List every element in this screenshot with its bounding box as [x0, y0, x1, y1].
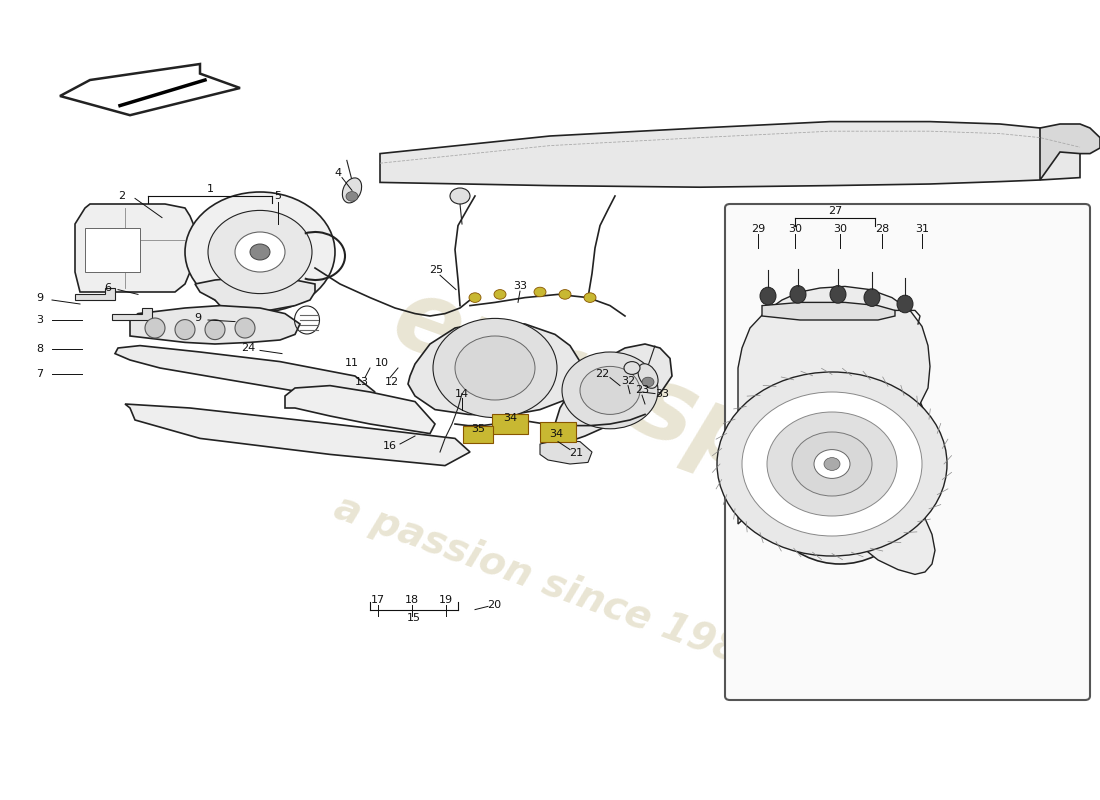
Text: 22: 22 [595, 370, 609, 379]
Text: 32: 32 [620, 376, 635, 386]
Text: 35: 35 [471, 424, 485, 434]
Polygon shape [60, 64, 240, 115]
Polygon shape [540, 440, 592, 464]
Circle shape [250, 244, 270, 260]
Polygon shape [379, 122, 1080, 187]
Text: 15: 15 [407, 613, 421, 622]
Polygon shape [116, 346, 375, 402]
Text: 2: 2 [119, 191, 125, 201]
Circle shape [185, 192, 336, 312]
Ellipse shape [145, 318, 165, 338]
Text: 1: 1 [207, 184, 213, 194]
Circle shape [580, 366, 640, 414]
Text: 28: 28 [874, 224, 889, 234]
FancyBboxPatch shape [725, 204, 1090, 700]
Polygon shape [130, 306, 300, 344]
Circle shape [717, 372, 947, 556]
Polygon shape [195, 276, 315, 312]
Circle shape [792, 432, 872, 496]
Polygon shape [738, 286, 935, 574]
Ellipse shape [748, 348, 933, 564]
Ellipse shape [342, 178, 362, 203]
Text: 9: 9 [195, 314, 201, 323]
Text: 8: 8 [36, 344, 44, 354]
Circle shape [208, 210, 312, 294]
Ellipse shape [760, 287, 775, 305]
Text: 27: 27 [828, 206, 843, 216]
Text: eurospares: eurospares [379, 270, 1006, 578]
Text: 13: 13 [355, 378, 368, 387]
Ellipse shape [235, 318, 255, 338]
Polygon shape [285, 386, 435, 434]
Text: 3: 3 [36, 315, 44, 325]
Circle shape [534, 287, 546, 297]
Circle shape [624, 362, 640, 374]
Circle shape [824, 458, 840, 470]
Circle shape [469, 293, 481, 302]
Text: a passion since 1985: a passion since 1985 [329, 488, 771, 680]
Ellipse shape [830, 286, 846, 303]
Text: 33: 33 [513, 282, 527, 291]
Bar [463, 426, 493, 443]
Text: 5: 5 [275, 191, 282, 201]
Polygon shape [762, 302, 895, 320]
Text: 21: 21 [569, 448, 583, 458]
Circle shape [584, 293, 596, 302]
Bar [85, 228, 140, 272]
Polygon shape [75, 288, 116, 300]
Text: 10: 10 [375, 358, 389, 368]
Polygon shape [125, 404, 470, 466]
Polygon shape [75, 204, 195, 292]
Polygon shape [408, 322, 580, 416]
Circle shape [562, 352, 658, 429]
Text: 12: 12 [385, 378, 399, 387]
Bar [492, 414, 528, 434]
Text: 24: 24 [241, 343, 255, 353]
Text: 6: 6 [104, 283, 111, 293]
Circle shape [642, 377, 654, 386]
Ellipse shape [896, 295, 913, 313]
Text: 31: 31 [915, 224, 930, 234]
Circle shape [742, 392, 922, 536]
Text: 7: 7 [36, 370, 44, 379]
Polygon shape [1040, 124, 1100, 180]
Ellipse shape [790, 286, 806, 303]
Circle shape [814, 450, 850, 478]
Text: 19: 19 [439, 595, 453, 605]
Polygon shape [548, 344, 672, 444]
Text: 25: 25 [429, 266, 443, 275]
Circle shape [559, 290, 571, 299]
Text: 23: 23 [635, 386, 649, 395]
Ellipse shape [175, 319, 195, 339]
Text: 4: 4 [334, 168, 342, 178]
Bar [540, 422, 576, 442]
Circle shape [235, 232, 285, 272]
Text: 30: 30 [833, 224, 847, 234]
Ellipse shape [205, 319, 225, 339]
Circle shape [346, 192, 358, 201]
Text: 14: 14 [455, 389, 469, 398]
Text: 34: 34 [503, 413, 517, 422]
Text: 29: 29 [751, 224, 766, 234]
Text: 33: 33 [654, 389, 669, 398]
Text: 20: 20 [487, 600, 502, 610]
Circle shape [455, 336, 535, 400]
Text: 9: 9 [36, 293, 44, 302]
Ellipse shape [638, 364, 658, 388]
Circle shape [450, 188, 470, 204]
Circle shape [433, 318, 557, 418]
Text: 34: 34 [549, 429, 563, 438]
Circle shape [767, 412, 896, 516]
Text: 18: 18 [405, 595, 419, 605]
Text: 16: 16 [383, 442, 397, 451]
Ellipse shape [864, 289, 880, 306]
Circle shape [494, 290, 506, 299]
Text: 30: 30 [788, 224, 802, 234]
Text: 11: 11 [345, 358, 359, 368]
Polygon shape [112, 308, 152, 320]
Text: 17: 17 [371, 595, 385, 605]
